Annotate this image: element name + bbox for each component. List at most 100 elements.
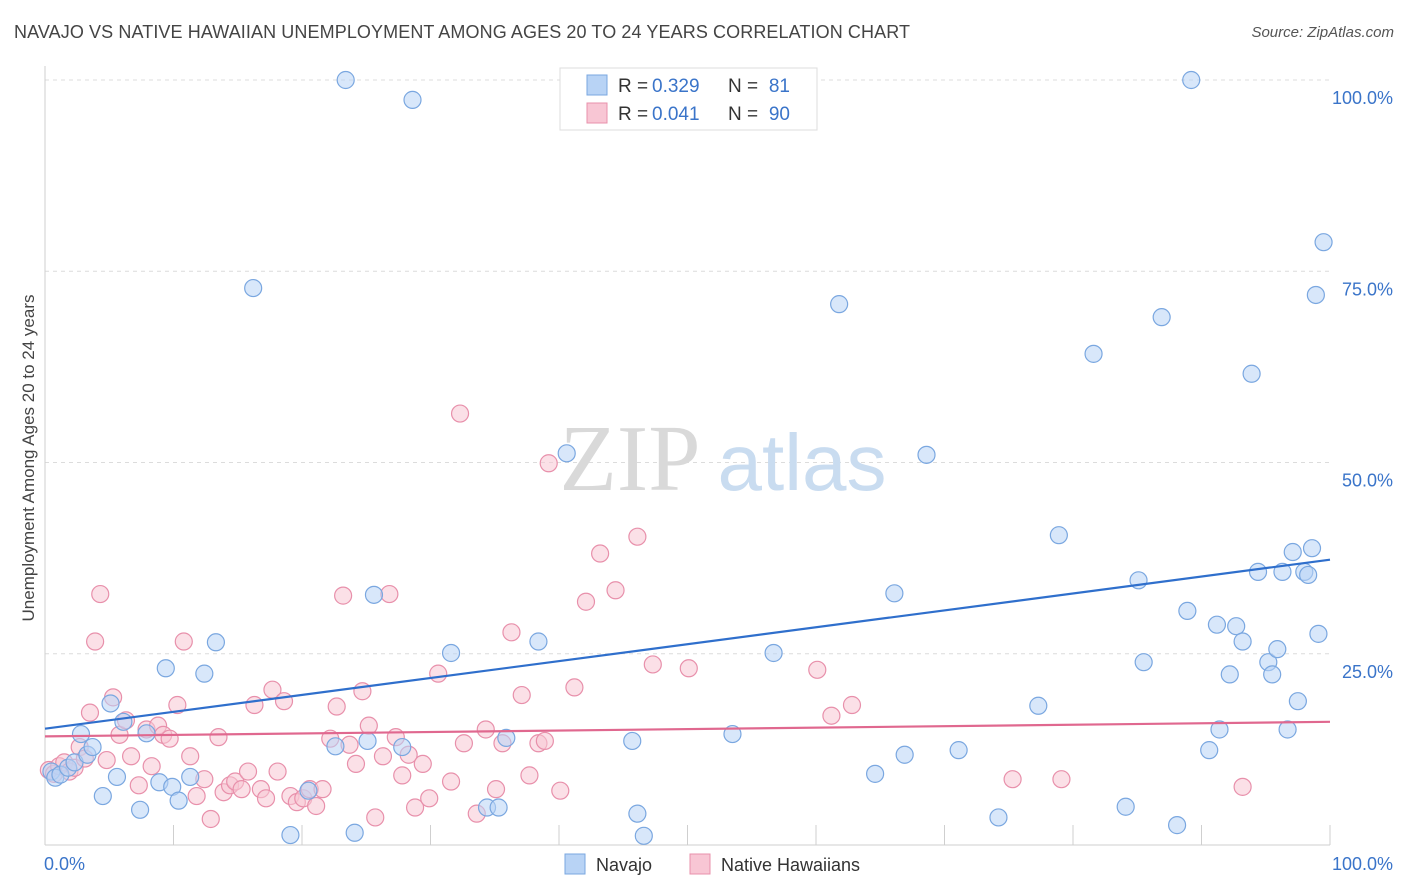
- hawaiian-point: [346, 754, 366, 774]
- navajo-point: [83, 737, 102, 757]
- navajo-point: [866, 764, 885, 783]
- navajo-point: [1029, 696, 1048, 715]
- x-tick-label: 100.0%: [1332, 854, 1393, 874]
- navajo-point: [358, 731, 377, 751]
- hawaiian-point: [187, 786, 206, 806]
- hawaiian-point: [1052, 770, 1071, 789]
- grid-lines: [45, 79, 1330, 655]
- hawaiian-point: [606, 581, 625, 600]
- n-value: 81: [769, 76, 790, 97]
- hawaiian-point: [551, 781, 570, 800]
- navajo-point: [137, 724, 156, 743]
- hawaiian-point: [232, 780, 251, 799]
- y-tick-label: 100.0%: [1332, 88, 1393, 108]
- navajo-point: [281, 825, 300, 845]
- navajo-point: [1178, 601, 1197, 621]
- hawaiian-point: [209, 728, 228, 747]
- hawaiian-point: [628, 527, 647, 546]
- stats-legend: R = 0.329 N = 81 R = 0.041 N = 90: [559, 67, 818, 131]
- navajo-point: [206, 633, 226, 652]
- navajo-point: [393, 737, 412, 757]
- navajo-point: [989, 808, 1008, 827]
- hawaiian-point: [307, 796, 326, 816]
- hawaiian-point: [142, 757, 161, 776]
- navajo-point: [895, 745, 914, 764]
- navajo-point: [345, 823, 364, 842]
- navajo-point: [181, 767, 200, 787]
- hawaiian-point: [591, 544, 610, 563]
- navajo-point: [403, 90, 422, 109]
- hawaiian-point: [420, 789, 439, 808]
- hawaiian-point: [160, 729, 179, 748]
- navajo-point: [917, 445, 936, 464]
- navajo-point: [623, 731, 642, 751]
- hawaiian-point: [842, 695, 862, 715]
- watermark-atlas: atlas: [718, 418, 887, 507]
- navajo-point: [723, 724, 742, 744]
- navajo-point: [299, 781, 318, 800]
- hawaiian-point: [201, 809, 220, 829]
- hawaiian-point: [454, 734, 474, 753]
- hawaiian-point: [174, 632, 193, 651]
- navajo-point: [1242, 364, 1261, 383]
- hawaiian-point: [97, 750, 116, 770]
- hawaiian-point: [535, 731, 554, 751]
- hawaiian-point: [679, 659, 698, 678]
- n-label: N =: [728, 76, 758, 97]
- navajo-point: [529, 632, 548, 651]
- hawaiian-point: [576, 592, 596, 611]
- navajo-point: [130, 800, 150, 819]
- hawaiian-point: [1233, 777, 1252, 796]
- trend-lines: [44, 558, 1331, 738]
- navajo-point: [489, 798, 508, 817]
- series-legend[interactable]: Navajo Native Hawaiians: [564, 853, 860, 875]
- hawaiian-point: [393, 766, 412, 785]
- watermark-zip: ZIP: [560, 407, 701, 511]
- y-tick-label: 50.0%: [1342, 471, 1393, 491]
- hawaiian-point: [808, 660, 827, 679]
- x-tick-labels: 0.0% 100.0%: [44, 854, 1393, 874]
- hawaiian-point: [486, 780, 506, 799]
- navajo-point: [1227, 617, 1246, 636]
- navajo-point: [1084, 344, 1103, 363]
- navajo-point: [1306, 285, 1325, 305]
- navajo-point: [885, 584, 904, 603]
- hawaiian-point: [429, 664, 448, 683]
- legend-hawaiian-swatch: [689, 853, 711, 875]
- navajo-point: [1273, 562, 1292, 581]
- legend-navajo-label: Navajo: [596, 855, 652, 875]
- navajo-point: [949, 741, 968, 760]
- hawaiian-swatch: [586, 102, 608, 124]
- hawaiian-point: [520, 766, 539, 785]
- hawaiian-point: [822, 706, 841, 725]
- source-label: Source: ZipAtlas.com: [1251, 24, 1394, 41]
- watermark: ZIP atlas: [560, 407, 887, 511]
- x-tick-label: 0.0%: [44, 854, 85, 874]
- legend-hawaiian-label: Native Hawaiians: [721, 855, 860, 875]
- navajo-point: [169, 791, 188, 810]
- navajo-point: [1210, 720, 1229, 739]
- navajo-point: [1134, 653, 1153, 672]
- navajo-point: [1268, 640, 1287, 659]
- navajo-point: [364, 585, 384, 604]
- navajo-point: [336, 70, 355, 90]
- navajo-point: [114, 712, 133, 731]
- hawaiian-point: [334, 586, 353, 605]
- navajo-point: [1314, 233, 1333, 252]
- hawaiian-point: [1003, 770, 1022, 789]
- hawaiian-point: [268, 762, 287, 781]
- navajo-point: [628, 804, 647, 823]
- hawaiian-point: [327, 697, 346, 716]
- navajo-trend-line: [44, 558, 1331, 730]
- hawaiian-point: [380, 584, 399, 604]
- hawaiian-point: [373, 747, 393, 766]
- navajo-point: [497, 728, 516, 748]
- hawaiian-point: [86, 632, 105, 651]
- navajo-point: [101, 694, 120, 713]
- hawaiian-point: [476, 720, 495, 739]
- y-tick-label: 25.0%: [1342, 662, 1393, 682]
- navajo-swatch: [586, 74, 608, 96]
- navajo-point: [1263, 665, 1282, 684]
- navajo-point: [557, 444, 576, 463]
- r-label: R =: [618, 104, 648, 125]
